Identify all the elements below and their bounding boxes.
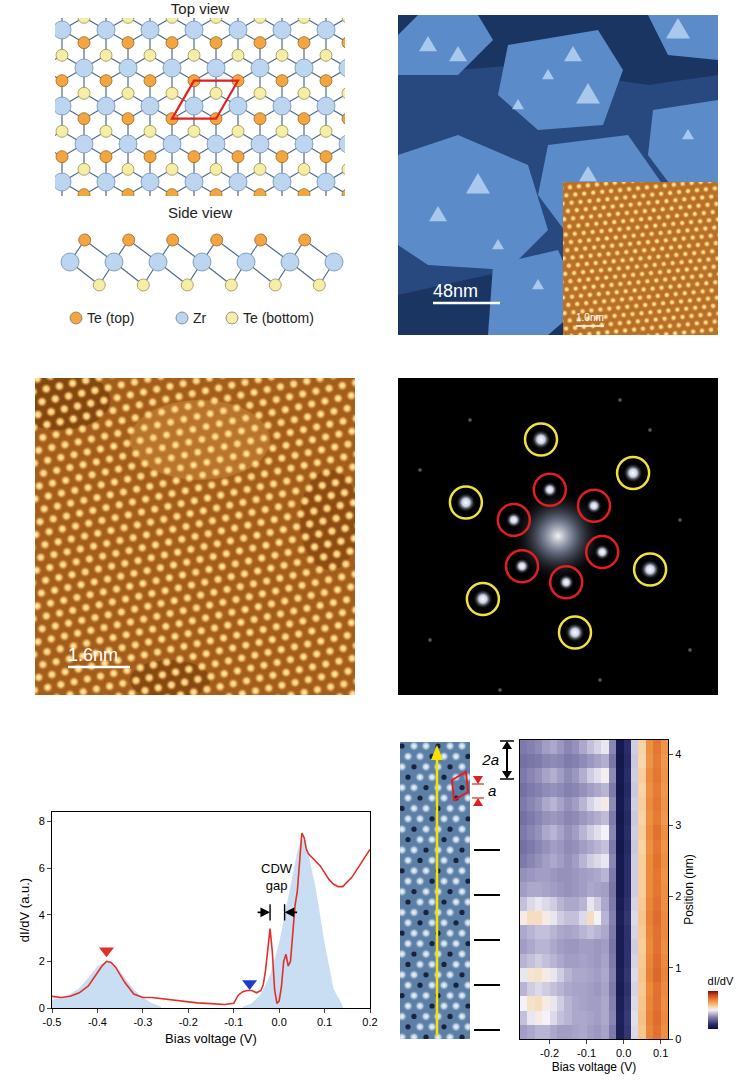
svg-text:8: 8	[39, 815, 45, 827]
svg-text:2: 2	[675, 890, 681, 902]
svg-text:6: 6	[39, 862, 45, 874]
svg-text:2a: 2a	[481, 751, 499, 768]
svg-text:-0.1: -0.1	[224, 1016, 243, 1028]
svg-text:0.2: 0.2	[362, 1016, 377, 1028]
svg-text:Te (bottom): Te (bottom)	[243, 310, 314, 326]
svg-text:Te (top): Te (top)	[87, 310, 134, 326]
svg-text:0: 0	[675, 1033, 681, 1045]
svg-text:-0.4: -0.4	[88, 1016, 107, 1028]
svg-text:2: 2	[39, 955, 45, 967]
svg-text:Bias voltage (V): Bias voltage (V)	[552, 1060, 637, 1074]
svg-text:0.1: 0.1	[653, 1047, 668, 1059]
svg-text:a: a	[488, 782, 496, 799]
svg-text:1.0nm: 1.0nm	[576, 312, 604, 323]
svg-text:-0.2: -0.2	[540, 1047, 559, 1059]
svg-text:0.0: 0.0	[271, 1016, 286, 1028]
svg-text:Position (nm): Position (nm)	[682, 854, 696, 925]
svg-text:-0.2: -0.2	[179, 1016, 198, 1028]
svg-text:1: 1	[675, 962, 681, 974]
svg-text:-0.5: -0.5	[43, 1016, 62, 1028]
svg-text:3: 3	[675, 819, 681, 831]
svg-text:-0.1: -0.1	[577, 1047, 596, 1059]
svg-text:Top view: Top view	[171, 0, 230, 17]
svg-text:-0.3: -0.3	[133, 1016, 152, 1028]
svg-text:0.0: 0.0	[616, 1047, 631, 1059]
svg-text:4: 4	[675, 748, 681, 760]
svg-text:CDWgap: CDWgap	[261, 861, 293, 893]
svg-text:dI/dV (a.u.): dI/dV (a.u.)	[17, 878, 32, 942]
svg-text:0: 0	[39, 1002, 45, 1014]
svg-text:0.1: 0.1	[317, 1016, 332, 1028]
svg-text:1.6nm: 1.6nm	[68, 645, 118, 665]
svg-text:dI/dV: dI/dV	[708, 975, 734, 987]
svg-text:Zr: Zr	[193, 310, 207, 326]
svg-text:4: 4	[39, 909, 45, 921]
svg-text:Side view: Side view	[168, 204, 232, 221]
svg-text:Bias voltage (V): Bias voltage (V)	[165, 1031, 257, 1046]
svg-text:48nm: 48nm	[433, 281, 478, 301]
